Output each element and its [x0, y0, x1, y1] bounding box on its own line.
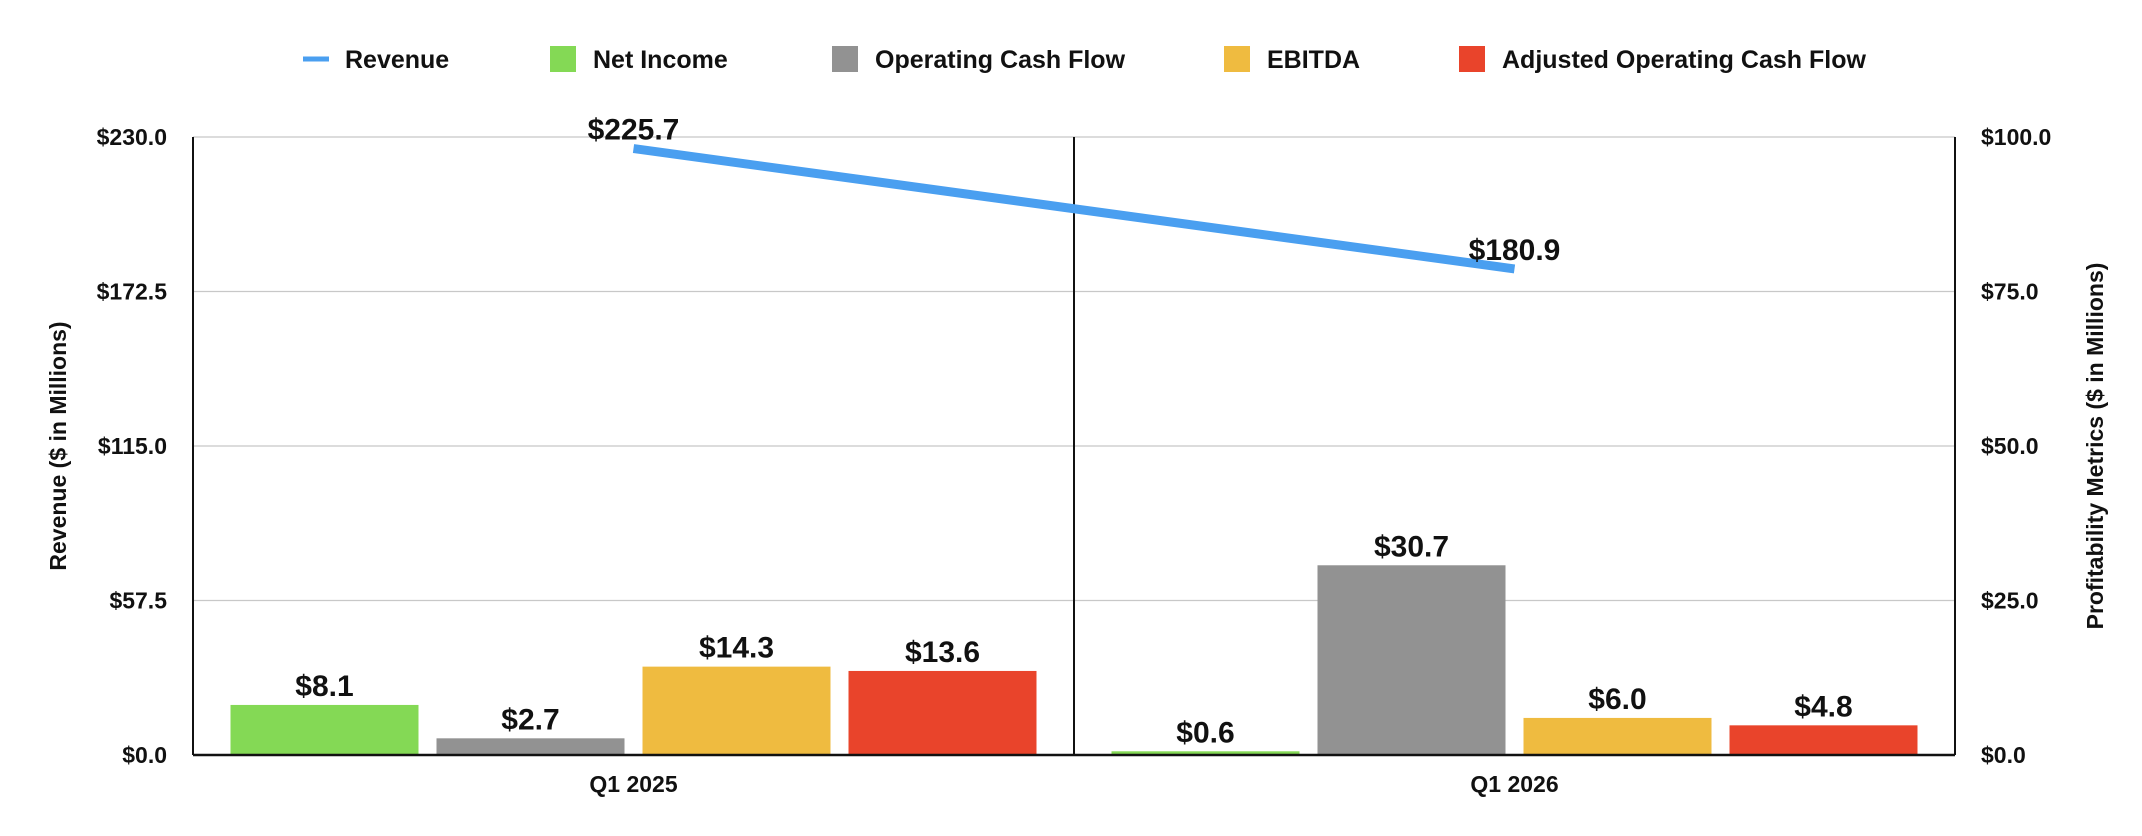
left-tick-label-2: $115.0: [98, 433, 167, 459]
bar-operating-cash-flow-q1-2025: [436, 738, 625, 755]
right-tick-label-0: $0.0: [1981, 742, 2026, 768]
data-labels: $8.1 $2.7 $14.3 $13.6 $0.6 $30.7 $6.0 $4.8 $225.…: [295, 114, 1852, 750]
legend-label-revenue: Revenue: [345, 46, 449, 74]
left-tick-label-4: $230.0: [97, 124, 167, 150]
right-tick-label-1: $25.0: [1981, 588, 2039, 614]
axes: $0.0 $57.5 $115.0 $172.5 $230.0 $0.0 $25.0 $50.…: [45, 124, 2108, 797]
legend: Revenue Net Income Operating Cash Flow EBIT…: [303, 46, 1866, 74]
data-label-ebitda-q1-2026: $6.0: [1588, 683, 1646, 716]
data-label-ebitda-q1-2025: $14.3: [699, 632, 774, 665]
data-label-net-income-q1-2026: $0.6: [1176, 716, 1234, 749]
x-tick-label-0: Q1 2025: [589, 771, 677, 797]
legend-swatch-operating-cash-flow: [832, 46, 858, 72]
left-tick-label-3: $172.5: [97, 279, 168, 305]
bar-adjusted-operating-cash-flow-q1-2026: [1729, 725, 1918, 755]
left-axis-title: Revenue ($ in Millions): [45, 321, 71, 570]
right-tick-label-3: $75.0: [1981, 279, 2039, 305]
left-tick-label-1: $57.5: [109, 588, 167, 614]
bar-ebitda-q1-2025: [642, 666, 831, 755]
bar-operating-cash-flow-q1-2026: [1317, 565, 1506, 755]
right-axis-title: Profitability Metrics ($ in Millions): [2082, 263, 2108, 630]
bar-marks: [230, 565, 1918, 755]
data-label-revenue-q1-2026: $180.9: [1469, 234, 1561, 267]
legend-label-ebitda: EBITDA: [1267, 46, 1360, 74]
legend-swatch-adjusted-operating-cash-flow: [1459, 46, 1485, 72]
legend-label-adjusted-operating-cash-flow: Adjusted Operating Cash Flow: [1502, 46, 1866, 74]
data-label-revenue-q1-2025: $225.7: [588, 114, 680, 147]
legend-label-net-income: Net Income: [593, 46, 728, 74]
data-label-adjusted-operating-cash-flow-q1-2026: $4.8: [1794, 690, 1852, 723]
bar-ebitda-q1-2026: [1523, 717, 1712, 755]
revenue-line: [632, 144, 1516, 274]
left-tick-label-0: $0.0: [122, 742, 167, 768]
bar-net-income-q1-2026: [1111, 751, 1300, 755]
legend-swatch-net-income: [550, 46, 576, 72]
data-label-operating-cash-flow-q1-2025: $2.7: [501, 703, 559, 736]
x-tick-label-1: Q1 2026: [1470, 771, 1558, 797]
data-label-adjusted-operating-cash-flow-q1-2025: $13.6: [905, 636, 980, 669]
data-label-net-income-q1-2025: $8.1: [295, 670, 353, 703]
data-label-operating-cash-flow-q1-2026: $30.7: [1374, 530, 1449, 563]
line-revenue: [632, 144, 1516, 274]
bar-adjusted-operating-cash-flow-q1-2025: [848, 670, 1037, 755]
plot-frame: [192, 137, 1956, 757]
right-tick-label-2: $50.0: [1981, 433, 2039, 459]
legend-swatch-ebitda: [1224, 46, 1250, 72]
right-tick-label-4: $100.0: [1981, 124, 2051, 150]
bar-net-income-q1-2025: [230, 704, 419, 755]
legend-label-operating-cash-flow: Operating Cash Flow: [875, 46, 1126, 74]
